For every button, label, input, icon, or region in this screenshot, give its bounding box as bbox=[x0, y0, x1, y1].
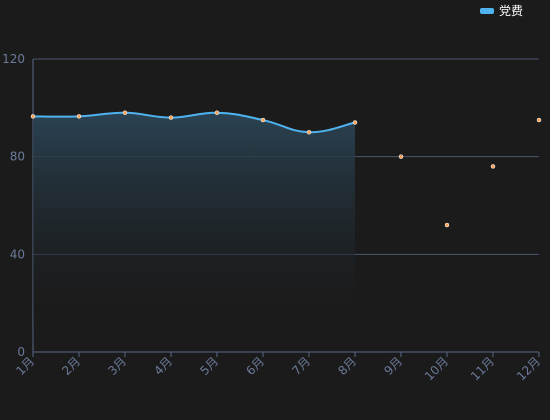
y-tick-label: 120 bbox=[2, 52, 25, 66]
point bbox=[30, 114, 36, 119]
point bbox=[122, 110, 128, 115]
x-tick-label: 5月 bbox=[197, 354, 221, 378]
point bbox=[306, 130, 312, 135]
x-tick-label: 4月 bbox=[151, 354, 175, 378]
point bbox=[260, 117, 266, 123]
x-tick-label: 3月 bbox=[105, 354, 129, 378]
x-tick-label: 12月 bbox=[514, 354, 543, 383]
y-tick-label: 40 bbox=[10, 247, 25, 261]
point bbox=[444, 222, 450, 228]
y-tick-label: 80 bbox=[10, 150, 25, 164]
legend-swatch bbox=[480, 8, 494, 14]
x-tick-label: 9月 bbox=[381, 354, 405, 378]
x-tick-label: 10月 bbox=[422, 354, 451, 383]
point bbox=[168, 115, 174, 120]
point bbox=[214, 110, 220, 115]
point bbox=[398, 154, 404, 159]
point bbox=[490, 164, 496, 169]
line bbox=[32, 111, 356, 134]
point bbox=[76, 114, 82, 119]
x-tick-label: 7月 bbox=[289, 354, 313, 378]
x-tick-label: 8月 bbox=[335, 354, 359, 378]
x-tick-label: 2月 bbox=[59, 354, 83, 378]
area bbox=[33, 112, 355, 353]
legend-label: 党费 bbox=[499, 3, 523, 18]
x-tick-label: 11月 bbox=[468, 354, 497, 383]
point bbox=[352, 120, 358, 125]
point bbox=[536, 117, 542, 123]
x-tick-label: 6月 bbox=[243, 354, 267, 378]
y-tick-label: 0 bbox=[17, 345, 25, 359]
